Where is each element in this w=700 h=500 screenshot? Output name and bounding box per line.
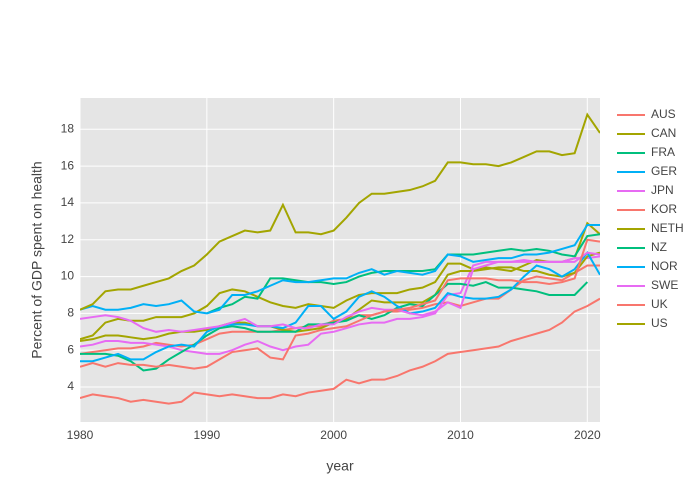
y-tick-label: 10: [61, 269, 75, 283]
line: [80, 221, 600, 341]
legend-label: NOR: [651, 259, 678, 273]
line: [80, 112, 600, 311]
x-tick-label: 2020: [574, 428, 601, 442]
y-tick-label: 16: [61, 158, 75, 172]
legend-label: UK: [651, 297, 668, 311]
line: [80, 250, 600, 363]
x-tick-label: 2000: [320, 428, 347, 442]
y-tick-label: 6: [67, 342, 74, 356]
legend-label: JPN: [651, 183, 674, 197]
legend-label: NETH: [651, 221, 684, 235]
legend-label: GER: [651, 164, 677, 178]
line: [80, 297, 600, 405]
line: [80, 238, 600, 370]
legend-label: KOR: [651, 202, 677, 216]
x-tick-label: 1980: [67, 428, 94, 442]
y-tick-label: 12: [61, 232, 75, 246]
legend-label: SWE: [651, 278, 678, 292]
legend-label: US: [651, 316, 668, 330]
line: [80, 224, 600, 315]
legend-label: CAN: [651, 126, 676, 140]
y-tick-label: 4: [67, 379, 74, 393]
legend-label: AUS: [651, 107, 676, 121]
y-axis-title: Percent of GDP spent on health: [29, 161, 45, 358]
y-tick-label: 14: [61, 195, 75, 209]
x-tick-label: 1990: [193, 428, 220, 442]
y-tick-label: 18: [61, 121, 75, 135]
legend-label: FRA: [651, 145, 675, 159]
line: [80, 251, 600, 333]
legend-label: NZ: [651, 240, 667, 254]
x-tick-label: 2010: [447, 428, 474, 442]
plot-area: [80, 98, 600, 422]
y-tick-label: 8: [67, 306, 74, 320]
x-axis-title: year: [326, 458, 354, 474]
line: [80, 281, 589, 372]
